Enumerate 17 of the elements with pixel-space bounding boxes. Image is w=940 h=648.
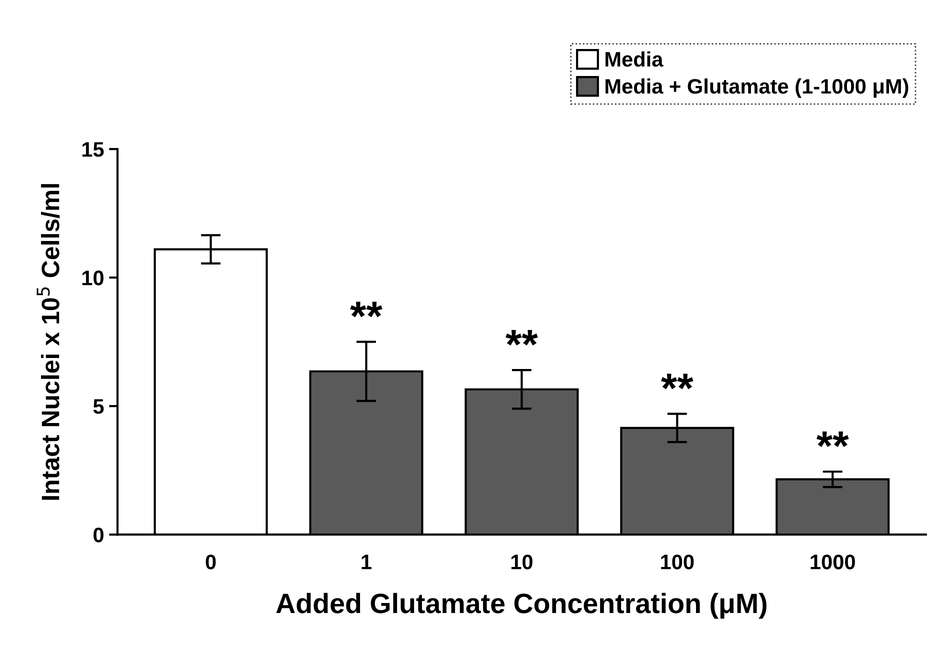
y-tick-label: 0 (94, 528, 104, 542)
y-tick-label: 15 (82, 142, 104, 157)
annotation: ** (661, 374, 694, 390)
x-tick-label: 10 (511, 554, 532, 570)
annotation: ** (816, 432, 849, 448)
y-tick-label: 10 (82, 270, 104, 286)
annotation: ** (350, 302, 382, 318)
x-tick-label: 1 (362, 554, 372, 570)
y-tick-label: 5 (93, 399, 104, 414)
legend-label: Media (606, 51, 664, 67)
x-tick-label: 100 (661, 554, 694, 570)
legend-label: Media + Glutamate (1-1000 μM) (606, 78, 908, 98)
x-tick-label: 1000 (810, 554, 855, 570)
y-axis-title: Intact Nuclei x 10$^{5}$ Cells/ml (36, 184, 60, 500)
annotation: ** (506, 330, 538, 346)
x-tick-label: 0 (206, 554, 216, 570)
x-axis-title: Added Glutamate Concentration (μM) (276, 592, 766, 619)
